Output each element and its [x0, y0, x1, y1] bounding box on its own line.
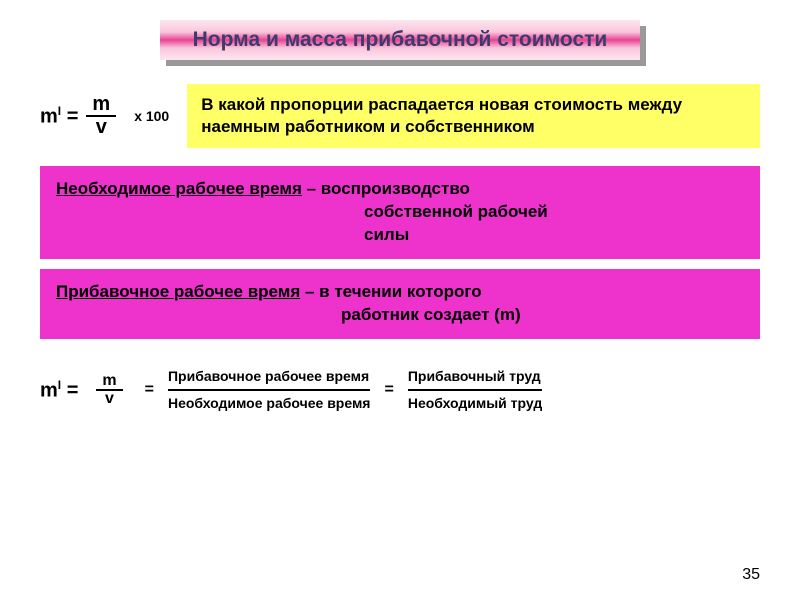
formula-expanded: mI = m v = Прибавочное рабочее время Нео… [40, 367, 760, 414]
page-number: 35 [742, 566, 760, 584]
necessary-time-tail: – воспроизводство [302, 179, 470, 198]
frac2-num: m [96, 373, 122, 390]
formula-rate: mI = m v х 100 [40, 94, 169, 138]
frac2-den: v [99, 391, 120, 408]
lhs2-base: m [40, 380, 58, 402]
necessary-time-term: Необходимое рабочее время [56, 179, 302, 198]
labor-frac-num: Прибавочный труд [408, 367, 542, 390]
time-frac-den: Необходимое рабочее время [168, 391, 371, 414]
formula-lhs: mI = [40, 104, 78, 129]
lhs-base: m [40, 105, 58, 127]
eq2-sign: = [61, 380, 78, 402]
frac-den: v [90, 117, 113, 138]
row-formula-and-description: mI = m v х 100 В какой пропорции распада… [40, 84, 760, 148]
surplus-time-tail: – в течении которого [300, 282, 481, 301]
fraction2-m-over-v: m v [96, 373, 122, 409]
necessary-time-line2: собственной рабочей [56, 201, 744, 224]
eq-sign-2: = [145, 381, 154, 399]
frac-num: m [86, 94, 116, 115]
title-container: Норма и масса прибавочной стоимости [160, 20, 640, 60]
fraction-labor: Прибавочный труд Необходимый труд [408, 367, 542, 414]
time-frac-num: Прибавочное рабочее время [168, 367, 371, 390]
necessary-time-box: Необходимое рабочее время – воспроизводс… [40, 166, 760, 259]
surplus-time-term: Прибавочное рабочее время [56, 282, 300, 301]
surplus-time-box: Прибавочное рабочее время – в течении ко… [40, 269, 760, 339]
fraction-m-over-v: m v [86, 94, 116, 138]
description-box: В какой пропорции распадается новая стои… [187, 84, 760, 148]
formula2-lhs: mI = [40, 378, 78, 403]
surplus-time-line2: работник создает (m) [56, 304, 744, 327]
labor-frac-den: Необходимый труд [408, 391, 542, 414]
eq-sign: = [61, 105, 78, 127]
necessary-time-line3: силы [56, 224, 744, 247]
multiply-100: х 100 [134, 108, 169, 124]
slide-title: Норма и масса прибавочной стоимости [160, 20, 640, 60]
eq-sign-3: = [384, 381, 393, 399]
fraction-time: Прибавочное рабочее время Необходимое ра… [168, 367, 371, 414]
